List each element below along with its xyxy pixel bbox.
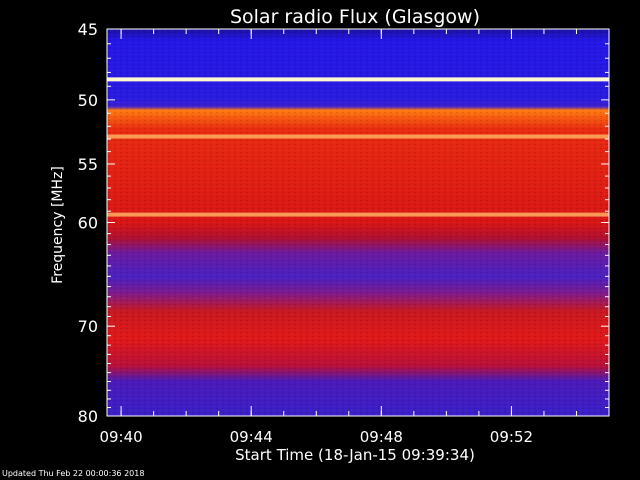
updated-timestamp: Updated Thu Feb 22 00:00:36 2018 [2,469,145,478]
y-tick-label: 60 [78,214,98,233]
emission-line [107,212,609,217]
y-tick-label: 55 [78,155,98,174]
chart-title: Solar radio Flux (Glasgow) [230,6,480,28]
y-tick-label: 45 [78,20,98,39]
x-tick-label: 09:44 [230,428,273,446]
y-tick-label: 50 [78,91,98,110]
emission-lines [107,77,609,217]
heatmap-texture [107,29,609,416]
y-tick-label: 80 [78,407,98,426]
y-axis: 45 50 55 60 70 80 [78,20,609,426]
y-tick-label: 70 [78,317,98,336]
emission-line [107,134,609,139]
x-tick-label: 09:48 [360,428,403,446]
emission-line [107,77,609,82]
plot-area [106,28,610,417]
x-tick-label: 09:52 [490,428,533,446]
x-tick-label: 09:40 [99,428,142,446]
x-axis: 09:40 09:44 09:48 09:52 [99,29,577,446]
y-axis-label: Frequency [MHz] [50,166,66,284]
x-axis-label: Start Time (18-Jan-15 09:39:34) [235,446,475,464]
